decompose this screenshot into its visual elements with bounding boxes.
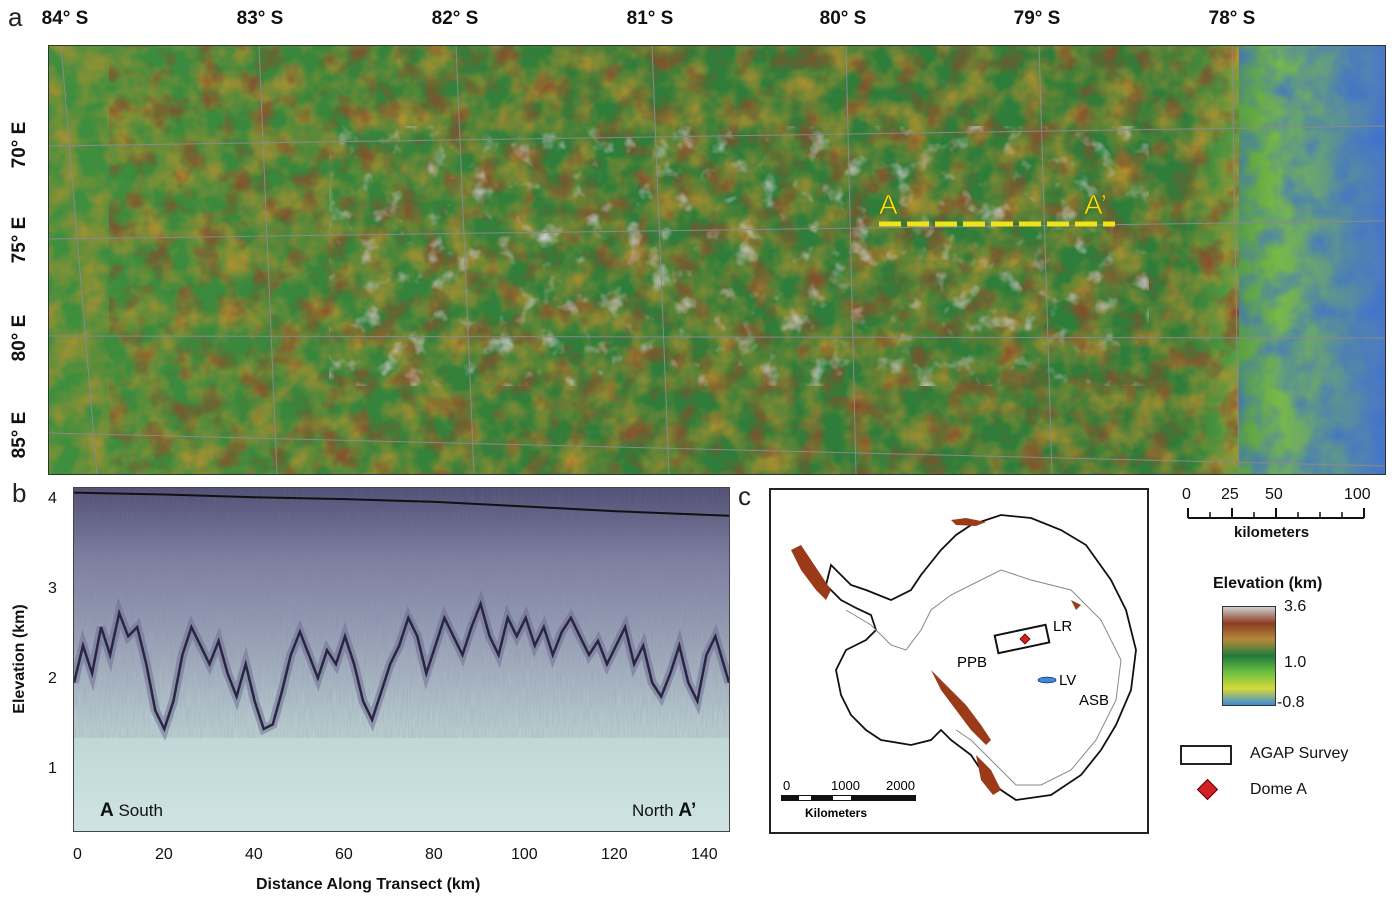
x-tick-0: 0 [73, 846, 82, 863]
x-tick-120: 120 [601, 846, 628, 863]
x-tick-140: 140 [691, 846, 718, 863]
scale-bar-line [1187, 508, 1365, 519]
south-annotation: A South [100, 800, 163, 822]
lat-label-81s: 81° S [626, 8, 674, 29]
ice-surface-line [74, 491, 729, 517]
legend-dome-a-label: Dome A [1250, 781, 1307, 798]
x-axis-title: Distance Along Transect (km) [256, 876, 481, 893]
lat-label-79s: 79° S [1013, 8, 1061, 29]
elevation-map-svg: A A’ [49, 46, 1385, 474]
lat-label-82s: 82° S [431, 8, 479, 29]
y-tick-1: 1 [48, 760, 57, 777]
lat-label-80s: 80° S [819, 8, 867, 29]
legend-dome-a-marker [1196, 778, 1219, 801]
x-tick-80: 80 [425, 846, 443, 863]
mountain-ranges [931, 518, 1081, 795]
locator-scale-unit: Kilometers [805, 806, 867, 820]
map-low-basin-layer [1239, 46, 1385, 474]
kilometer-scale-bar: 0 25 50 100 kilometers [1176, 484, 1376, 544]
antarctic-peninsula [791, 545, 831, 600]
x-tick-40: 40 [245, 846, 263, 863]
transect-end-label: A’ [1084, 189, 1107, 220]
locator-scale-tick-1000: 1000 [831, 778, 860, 793]
label-ppb: PPB [957, 654, 987, 671]
y-tick-2: 2 [48, 670, 57, 687]
echogram-layering [74, 488, 729, 738]
x-tick-20: 20 [155, 846, 173, 863]
antarctica-outline [825, 514, 1137, 801]
lon-label-75e: 75° E [9, 216, 30, 264]
label-asb: ASB [1079, 692, 1109, 709]
map-graticule [49, 46, 1385, 474]
transect-start-label: A [879, 189, 898, 220]
radar-echogram [73, 487, 730, 832]
map-peak-layer [329, 126, 1149, 386]
colorbar-title: Elevation (km) [1213, 575, 1323, 592]
y-tick-4: 4 [48, 490, 57, 507]
y-tick-3: 3 [48, 580, 57, 597]
dome-a-marker [1019, 633, 1031, 645]
scale-unit: kilometers [1234, 524, 1310, 541]
scale-tick-0: 0 [1182, 486, 1191, 503]
south-annotation-text: South [118, 801, 163, 820]
x-tick-60: 60 [335, 846, 353, 863]
x-tick-100: 100 [511, 846, 538, 863]
locator-scale-bar: 0 1000 2000 Kilometers [781, 778, 916, 820]
legend-survey-label: AGAP Survey [1250, 745, 1349, 762]
lake-vostok [1037, 676, 1057, 684]
panel-c-letter: c [738, 481, 751, 511]
locator-scale-tick-0: 0 [783, 778, 790, 793]
antarctica-map-svg: LR PPB LV ASB 0 1000 2000 Kilometers [781, 514, 1137, 820]
colorbar-label-neg-0-8: -0.8 [1277, 694, 1305, 711]
scale-tick-100: 100 [1344, 486, 1371, 503]
scale-tick-50: 50 [1265, 486, 1283, 503]
y-axis-title: Elevation (km) [11, 604, 28, 714]
label-lv: LV [1059, 672, 1076, 689]
lon-label-80e: 80° E [9, 314, 30, 362]
lon-label-70e: 70° E [9, 121, 30, 169]
north-annotation: North A’ [632, 800, 696, 822]
south-annotation-letter: A [100, 800, 114, 821]
antarctica-locator-map: LR PPB LV ASB 0 1000 2000 Kilometers [769, 488, 1149, 834]
lon-label-85e: 85° E [9, 411, 30, 459]
agap-survey-box [993, 623, 1051, 655]
colorbar-label-1-0: 1.0 [1284, 654, 1307, 671]
lat-label-84s: 84° S [41, 8, 89, 29]
scale-tick-25: 25 [1221, 486, 1239, 503]
locator-scale-tick-2000: 2000 [886, 778, 915, 793]
north-annotation-text: North [632, 801, 674, 820]
elevation-colorbar [1222, 606, 1276, 706]
legend-survey-swatch [1180, 745, 1232, 765]
elevation-map: A A’ [48, 45, 1386, 475]
antarctica-grounding-line [845, 569, 1122, 786]
lat-label-83s: 83° S [236, 8, 284, 29]
bed-line [74, 599, 729, 733]
lat-label-78s: 78° S [1208, 8, 1256, 29]
label-lr: LR [1053, 618, 1072, 635]
panel-a-letter: a [8, 2, 23, 32]
north-annotation-letter: A’ [678, 800, 697, 821]
colorbar-label-3-6: 3.6 [1284, 598, 1307, 615]
radar-echogram-svg [74, 488, 729, 831]
panel-b-letter: b [12, 478, 27, 508]
